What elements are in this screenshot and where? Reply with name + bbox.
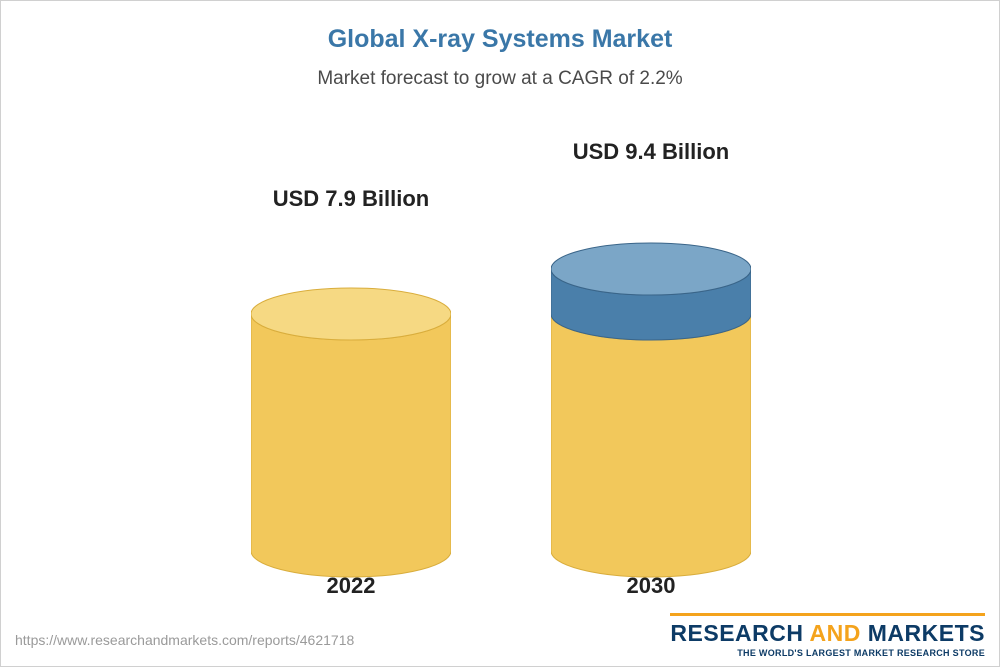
logo-divider: [670, 613, 985, 616]
value-label: USD 7.9 Billion: [251, 186, 451, 212]
logo-word-markets: MARKETS: [868, 620, 985, 646]
chart-title: Global X-ray Systems Market: [1, 1, 999, 54]
logo-word-research: RESEARCH: [670, 620, 803, 646]
logo-tagline: THE WORLD'S LARGEST MARKET RESEARCH STOR…: [670, 648, 985, 658]
cylinder-svg: [551, 241, 751, 579]
cylinder-column-2030: USD 9.4 Billion 2030: [551, 121, 751, 611]
footer-url: https://www.researchandmarkets.com/repor…: [15, 632, 354, 648]
logo-main: RESEARCH AND MARKETS: [670, 620, 985, 647]
cylinder-svg: [251, 286, 451, 579]
chart-subtitle: Market forecast to grow at a CAGR of 2.2…: [1, 54, 999, 90]
footer: https://www.researchandmarkets.com/repor…: [1, 616, 1000, 666]
footer-logo: RESEARCH AND MARKETS THE WORLD'S LARGEST…: [670, 613, 985, 658]
chart-area: USD 7.9 Billion2022USD 9.4 Billion2030: [1, 121, 1000, 571]
logo-word-and: AND: [810, 620, 861, 646]
year-label: 2022: [251, 573, 451, 599]
cylinder-column-2022: USD 7.9 Billion 2022: [251, 121, 451, 611]
value-label: USD 9.4 Billion: [551, 139, 751, 165]
year-label: 2030: [551, 573, 751, 599]
